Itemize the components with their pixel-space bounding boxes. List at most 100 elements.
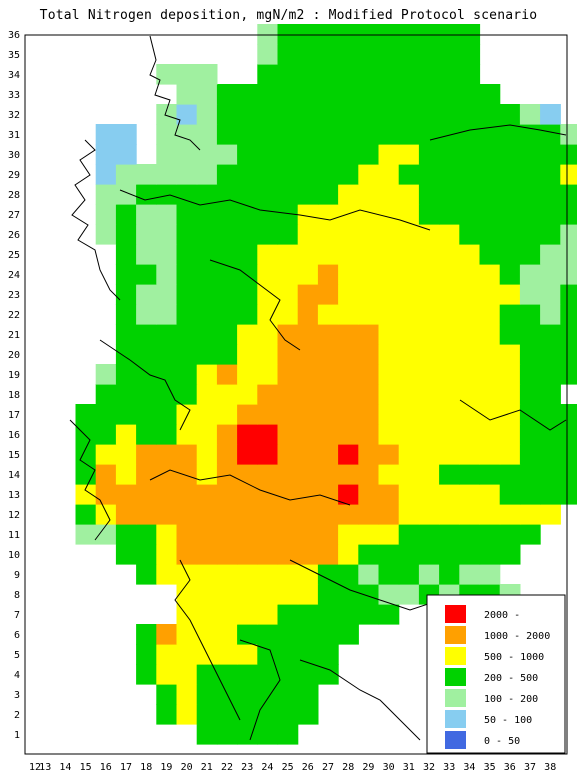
grid-cell (277, 724, 299, 745)
x-tick-label: 24 (261, 762, 273, 773)
grid-cell (156, 444, 178, 465)
grid-cell (499, 464, 521, 485)
grid-cell (156, 484, 178, 505)
grid-cell (439, 324, 460, 345)
grid-cell (378, 384, 400, 405)
grid-cell (196, 504, 218, 525)
grid-cell (115, 504, 137, 525)
grid-cell (115, 484, 137, 505)
coastline-segment (429, 124, 567, 141)
grid-cell (257, 424, 279, 445)
grid-cell (196, 724, 218, 745)
grid-cell (540, 164, 561, 185)
grid-cell (297, 624, 319, 645)
grid-cell (378, 104, 400, 125)
grid-cell (136, 564, 157, 585)
grid-cell (196, 264, 218, 285)
grid-cell (257, 524, 279, 545)
grid-cell (277, 684, 299, 705)
grid-cell (499, 424, 521, 445)
grid-cell (136, 504, 157, 525)
grid-cell (439, 44, 460, 65)
grid-cell (317, 524, 339, 545)
y-tick-label: 34 (8, 70, 20, 81)
coastline-segment (299, 659, 421, 741)
grid-cell (378, 604, 400, 625)
grid-cell (519, 484, 541, 505)
grid-cell (257, 264, 279, 285)
grid-cell (156, 344, 178, 365)
grid-cell (378, 564, 400, 585)
grid-cell (378, 324, 400, 345)
grid-cell (358, 324, 380, 345)
grid-cell (439, 404, 460, 425)
grid-cell (358, 584, 380, 605)
grid-cell (257, 344, 279, 365)
grid-cell (358, 84, 380, 105)
grid-cell (418, 84, 440, 105)
grid-cell (499, 404, 521, 425)
legend-label: 2000 - (484, 610, 520, 621)
y-tick-label: 9 (14, 570, 20, 581)
grid-cell (196, 204, 218, 225)
grid-cell (338, 124, 359, 145)
grid-cell (95, 184, 117, 205)
grid-cell (277, 84, 299, 105)
y-tick-label: 22 (8, 310, 20, 321)
grid-cell (479, 204, 501, 225)
grid-cell (317, 404, 339, 425)
grid-cell (257, 404, 279, 425)
grid-cell (196, 244, 218, 265)
y-tick-label: 32 (8, 110, 20, 121)
y-tick-label: 24 (8, 270, 20, 281)
grid-cell (338, 284, 359, 305)
grid-cell (277, 524, 299, 545)
grid-cell (358, 384, 380, 405)
y-axis-ticks: 1234567891011121314151617181920212223242… (8, 30, 20, 741)
grid-cell (196, 364, 218, 385)
grid-cell (297, 544, 319, 565)
grid-cell (418, 424, 440, 445)
grid-cell (378, 304, 400, 325)
grid-cell (136, 644, 157, 665)
grid-cell (459, 404, 481, 425)
grid-cell (418, 524, 440, 545)
grid-cell (297, 304, 319, 325)
grid-cell (378, 544, 400, 565)
grid-cell (176, 164, 198, 185)
grid-cell (176, 384, 198, 405)
grid-cell (115, 164, 137, 185)
grid-cell (277, 644, 299, 665)
grid-cell (479, 244, 501, 265)
grid-cell (115, 304, 137, 325)
grid-cell (196, 184, 218, 205)
grid-cell (560, 284, 577, 305)
grid-cell (459, 464, 481, 485)
grid-cell (398, 104, 420, 125)
grid-cell (277, 64, 299, 85)
grid-cell (519, 404, 541, 425)
grid-cell (176, 424, 198, 445)
grid-cell (398, 324, 420, 345)
grid-cell (136, 224, 157, 245)
grid-cell (439, 24, 460, 45)
grid-cell (398, 244, 420, 265)
grid-cell (156, 224, 178, 245)
grid-cell (338, 264, 359, 285)
grid-cell (398, 204, 420, 225)
grid-cell (317, 364, 339, 385)
grid-cell (459, 144, 481, 165)
grid-cell (499, 124, 521, 145)
grid-cell (398, 344, 420, 365)
grid-cell (297, 104, 319, 125)
grid-cell (398, 544, 420, 565)
x-tick-label: 19 (160, 762, 172, 773)
grid-cell (439, 424, 460, 445)
grid-cell (418, 364, 440, 385)
grid-cell (519, 344, 541, 365)
grid-cell (136, 484, 157, 505)
grid-cell (176, 644, 198, 665)
grid-cell (257, 564, 279, 585)
grid-cell (398, 504, 420, 525)
y-tick-label: 20 (8, 350, 20, 361)
